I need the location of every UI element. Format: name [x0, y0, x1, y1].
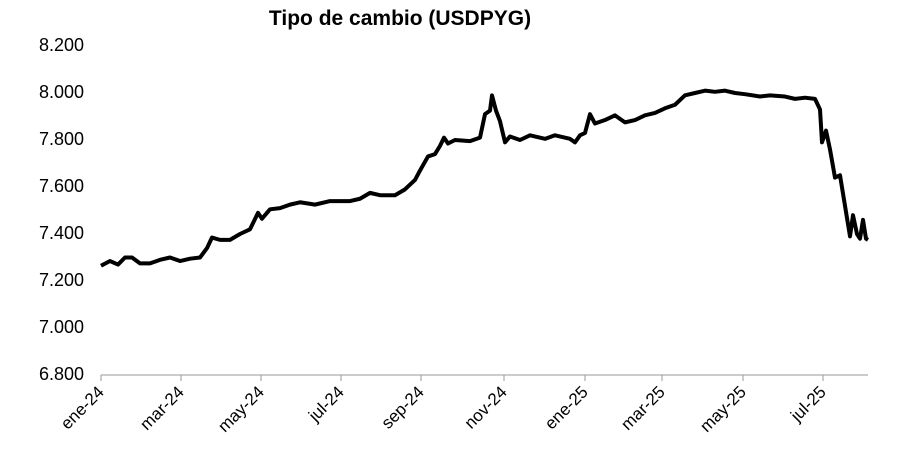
y-tick-label: 8.200 — [39, 35, 84, 55]
y-tick-label: 7.000 — [39, 317, 84, 337]
y-tick-label: 6.800 — [39, 364, 84, 384]
x-tick-label: nov-24 — [461, 382, 511, 432]
line — [100, 88, 870, 268]
x-tick-label: jul-24 — [304, 382, 348, 426]
y-tick-label: 7.600 — [39, 176, 84, 196]
x-tick-label: sep-24 — [378, 382, 428, 432]
x-tick-label: mar-25 — [617, 382, 669, 434]
y-tick-label: 7.800 — [39, 129, 84, 149]
x-tick-label: may-24 — [214, 382, 268, 436]
chart-title: Tipo de cambio (USDPYG) — [269, 7, 531, 30]
x-tick-label: may-25 — [696, 382, 750, 436]
y-tick-label: 8.000 — [39, 82, 84, 102]
x-tick-label: ene-25 — [541, 382, 592, 433]
x-tick-label: jul-25 — [786, 382, 830, 426]
x-tick-label: mar-24 — [136, 382, 188, 434]
y-tick-label: 7.400 — [39, 223, 84, 243]
x-tick-label: ene-24 — [57, 382, 108, 433]
y-tick-label: 7.200 — [39, 270, 84, 290]
